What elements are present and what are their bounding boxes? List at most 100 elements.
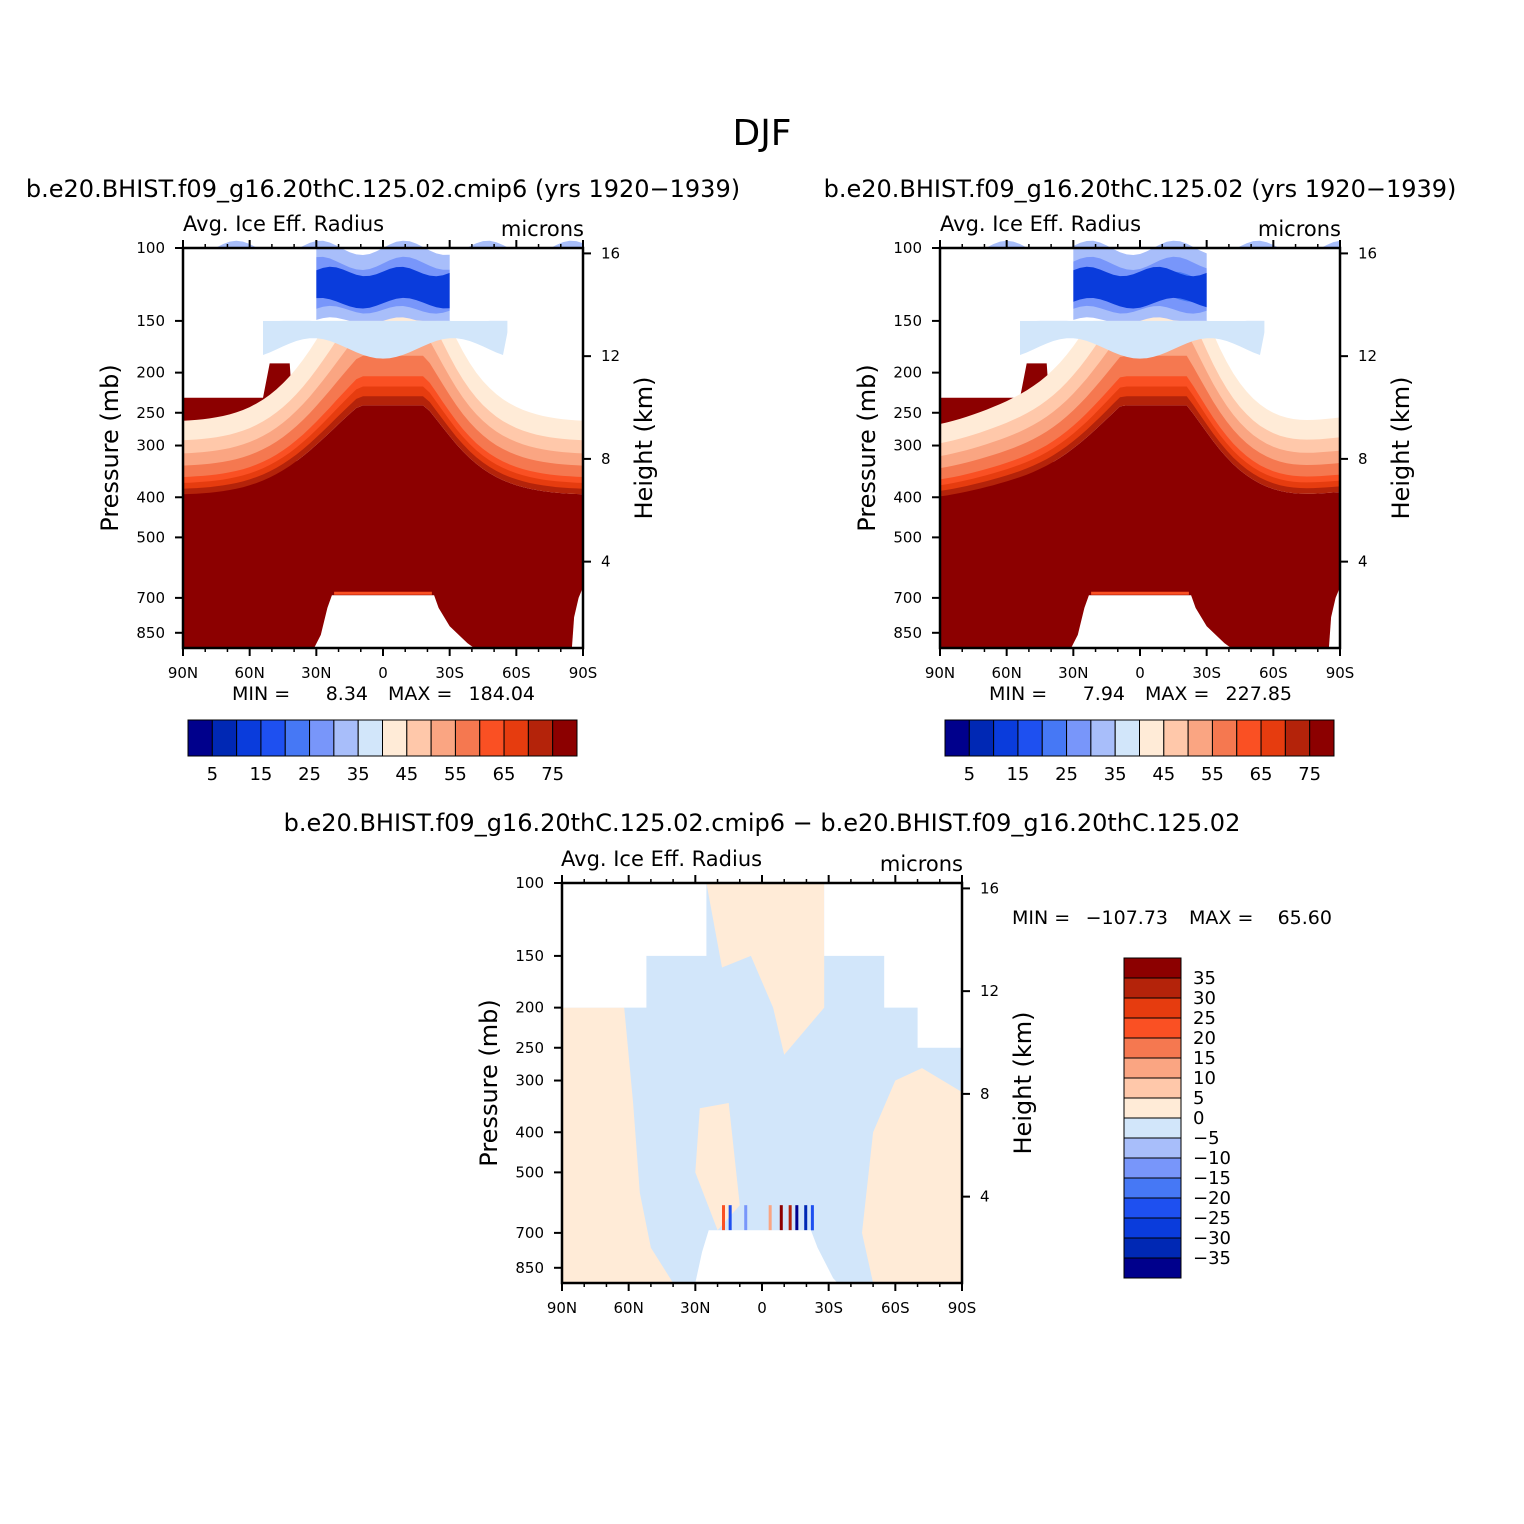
orography-mask: [314, 595, 475, 648]
x-tick-label: 30S: [814, 1299, 843, 1317]
panel-difference: b.e20.BHIST.f09_g16.20thC.125.02.cmip6 −…: [284, 809, 1332, 1317]
contour-band: [695, 1103, 740, 1231]
colorbar-label: −10: [1193, 1148, 1231, 1169]
contour-band: [940, 323, 1340, 469]
colorbar-label: 15: [249, 764, 272, 785]
contour-cell: [810, 1205, 814, 1231]
x-tick-label: 90N: [168, 664, 198, 682]
colorbar-box: [503, 719, 529, 757]
colorbar-box: [1114, 719, 1140, 757]
contour-field: [562, 883, 962, 1283]
colorbar-label: 35: [347, 764, 370, 785]
missing-data-mask: [449, 248, 583, 413]
contour-cell: [768, 1205, 772, 1231]
left-string: Avg. Ice Eff. Radius: [940, 212, 1141, 236]
colorbar-box: [1123, 1137, 1182, 1159]
x-tick-label: 0: [1135, 664, 1145, 682]
contour-band: [862, 1068, 962, 1283]
y-tick-label-right: 8: [1358, 450, 1368, 468]
contour-band: [183, 320, 583, 359]
colorbar-box: [1123, 1177, 1182, 1199]
page-title: DJF: [732, 113, 791, 154]
panel-control: b.e20.BHIST.f09_g16.20thC.125.02 (yrs 19…: [824, 175, 1457, 785]
colorbar-label: 5: [207, 764, 218, 785]
colorbar-box: [1123, 1197, 1182, 1219]
colorbar-label: 25: [298, 764, 321, 785]
stats-line: MIN = 7.94 MAX = 227.85: [989, 683, 1292, 705]
colorbar-label: 10: [1193, 1068, 1216, 1089]
max-value: 65.60: [1278, 907, 1332, 929]
y-tick-label-right: 8: [980, 1085, 990, 1103]
y-tick-label: 150: [515, 947, 544, 965]
contour-band: [940, 359, 1340, 486]
max-label: MAX =: [1189, 907, 1253, 929]
colorbar-box: [1090, 719, 1116, 757]
colorbar-label: 75: [1298, 764, 1321, 785]
colorbar-label: −20: [1193, 1188, 1231, 1209]
max-label: MAX =: [1145, 683, 1209, 705]
y-tick-label-right: 8: [601, 450, 611, 468]
contour-cell: [804, 1205, 808, 1231]
colorbar-box: [454, 719, 481, 757]
colorbar-box: [1163, 719, 1189, 757]
right-string: microns: [501, 217, 584, 241]
y-tick-label: 850: [893, 624, 922, 642]
colorbar-box: [479, 719, 505, 757]
colorbar-box: [1123, 1117, 1182, 1139]
y-tick-label: 150: [893, 312, 922, 330]
min-label: MIN =: [989, 683, 1047, 705]
y-tick-label: 850: [515, 1259, 544, 1277]
y-axis-label: Pressure (mb): [96, 364, 124, 531]
contour-band: [183, 381, 583, 495]
max-label: MAX =: [388, 683, 452, 705]
y-tick-label: 150: [136, 312, 165, 330]
x-tick-label: 60N: [614, 1299, 644, 1317]
colorbar-box: [309, 719, 335, 757]
x-tick-label: 30S: [435, 664, 464, 682]
contour-band: [183, 347, 583, 477]
missing-data-mask: [1206, 248, 1340, 413]
right-string: microns: [880, 852, 963, 876]
min-label: MIN =: [232, 683, 290, 705]
y-tick-label: 100: [136, 239, 165, 257]
colorbar-box: [527, 719, 554, 757]
colorbar-box: [1066, 719, 1092, 757]
contour-band: [562, 1007, 674, 1283]
contour-cell: [779, 1205, 783, 1231]
y-tick-label-right: 12: [601, 347, 620, 365]
y-tick-label-right: 4: [1358, 553, 1368, 571]
contour-cell: [728, 1205, 732, 1231]
y-tick-label: 200: [136, 364, 165, 382]
colorbar-box: [236, 719, 262, 757]
contour-band: [183, 305, 583, 441]
missing-data-mask: [695, 1230, 838, 1283]
colorbar-label: 30: [1193, 988, 1216, 1009]
max-value: 184.04: [469, 683, 535, 705]
colorbar: 5 15 25 35 45 55 65 75: [944, 719, 1335, 785]
colorbar-box: [1123, 1157, 1182, 1179]
y-tick-label: 500: [136, 528, 165, 546]
y-tick-label: 400: [893, 488, 922, 506]
contour-band: [183, 320, 583, 454]
contour-band: [940, 370, 1340, 491]
colorbar-label: 5: [964, 764, 975, 785]
contour-cell: [788, 1205, 792, 1231]
y-tick-label: 500: [893, 528, 922, 546]
y-tick-label: 700: [515, 1224, 544, 1242]
colorbar-box: [1123, 1037, 1182, 1059]
y-axis-label: Pressure (mb): [853, 364, 881, 531]
colorbar-box: [1123, 1077, 1182, 1099]
colorbar-label: 65: [1250, 764, 1273, 785]
x-tick-label: 60N: [992, 664, 1022, 682]
x-tick-label: 60S: [881, 1299, 910, 1317]
colorbar-label: −25: [1193, 1208, 1231, 1229]
y-tick-label: 700: [893, 589, 922, 607]
colorbar-label: 25: [1055, 764, 1078, 785]
colorbar-box: [260, 719, 286, 757]
x-tick-label: 90S: [948, 1299, 977, 1317]
colorbar-box: [430, 719, 456, 757]
colorbar-box: [1123, 977, 1182, 999]
colorbar: 5 15 25 35 45 55 65 75: [187, 719, 578, 785]
colorbar-box: [333, 719, 359, 757]
